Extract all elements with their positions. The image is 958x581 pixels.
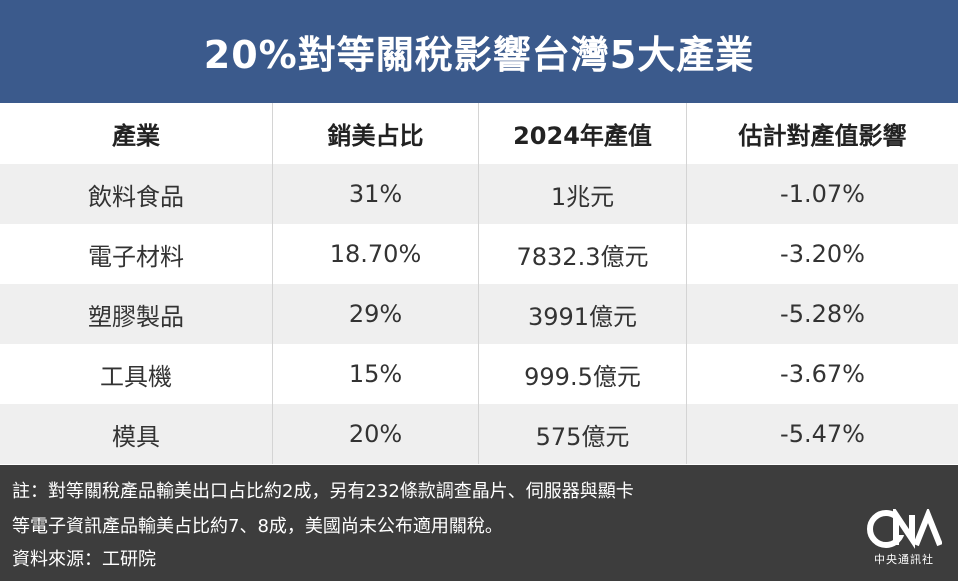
cell-industry: 工具機: [0, 344, 273, 404]
table-header-row: 產業 銷美占比 2024年產值 估計對產值影響: [0, 103, 958, 164]
cell-impact: -1.07%: [780, 180, 865, 208]
cna-logo: 中央通訊社: [864, 509, 944, 573]
cell-us-share: 18.70%: [273, 224, 479, 284]
header-2024-output: 2024年產值: [479, 103, 687, 164]
header-us-share: 銷美占比: [273, 103, 479, 164]
header-industry: 產業: [0, 103, 273, 164]
logo-name: 中央通訊社: [874, 553, 934, 566]
cell-impact: -3.20%: [780, 240, 865, 268]
table-row: 電子材料 18.70% 7832.3億元 -3.20%: [0, 224, 958, 284]
cell-output: 1兆元: [479, 164, 687, 224]
cell-output: 7832.3億元: [479, 224, 687, 284]
cell-impact: -3.67%: [780, 360, 865, 388]
table-row: 模具 20% 575億元 -5.47%: [0, 404, 958, 464]
data-table: 產業 銷美占比 2024年產值 估計對產值影響 飲料食品 31% 1兆元 -1.…: [0, 103, 958, 464]
source-line: 資料來源：工研院: [12, 549, 156, 570]
title-bar: 20%對等關稅影響台灣5大產業: [0, 0, 958, 103]
header-estimated-impact: 估計對產值影響: [738, 122, 907, 150]
cell-us-share: 31%: [273, 164, 479, 224]
cell-impact: -5.47%: [780, 420, 865, 448]
cell-us-share: 29%: [273, 284, 479, 344]
cell-us-share: 20%: [273, 404, 479, 464]
cell-industry: 電子材料: [0, 224, 273, 284]
page-title: 20%對等關稅影響台灣5大產業: [203, 33, 755, 77]
note-line-1: 註：對等關稅產品輸美出口占比約2成，另有232條款調查晶片、伺服器與顯卡: [12, 481, 634, 502]
cell-industry: 模具: [0, 404, 273, 464]
cell-industry: 飲料食品: [0, 164, 273, 224]
cell-output: 999.5億元: [479, 344, 687, 404]
table-row: 塑膠製品 29% 3991億元 -5.28%: [0, 284, 958, 344]
cell-industry: 塑膠製品: [0, 284, 273, 344]
note-line-2: 等電子資訊產品輸美占比約7、8成，美國尚未公布適用關稅。: [12, 516, 503, 537]
cell-us-share: 15%: [273, 344, 479, 404]
cell-impact: -5.28%: [780, 300, 865, 328]
footer-notes: 註：對等關稅產品輸美出口占比約2成，另有232條款調查晶片、伺服器與顯卡 等電子…: [0, 465, 958, 581]
cna-logo-icon: [867, 509, 942, 549]
cell-output: 575億元: [479, 404, 687, 464]
cell-output: 3991億元: [479, 284, 687, 344]
table-row: 飲料食品 31% 1兆元 -1.07%: [0, 164, 958, 224]
table-row: 工具機 15% 999.5億元 -3.67%: [0, 344, 958, 404]
